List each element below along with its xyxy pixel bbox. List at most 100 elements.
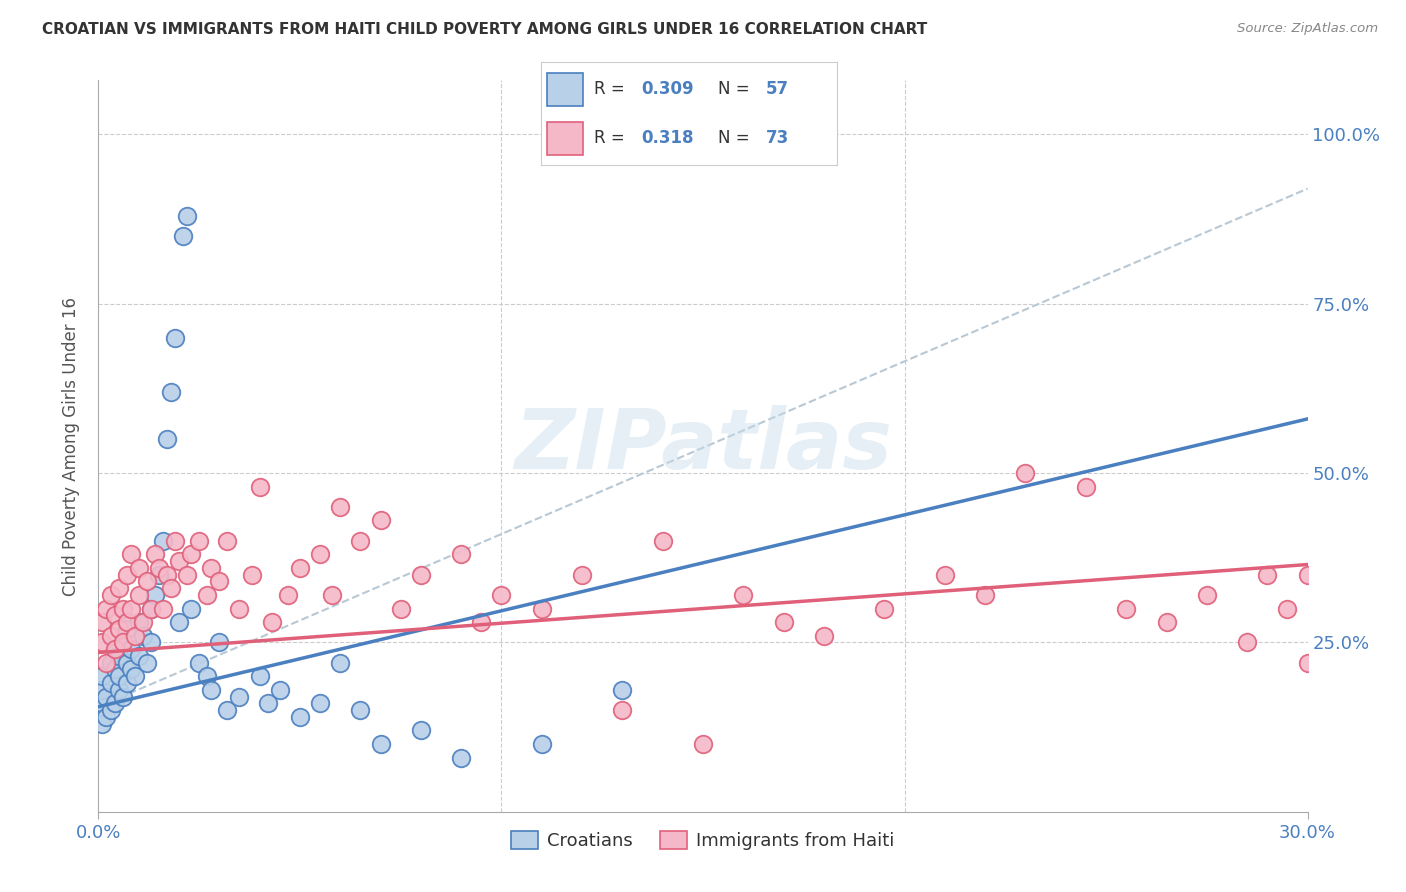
Point [111,635,134,649]
Point [91,697,114,711]
Legend: Croatians, Immigrants from Haiti: Croatians, Immigrants from Haiti [505,823,901,857]
Point [571,567,593,582]
Text: 57: 57 [766,80,789,98]
Point [128,588,150,602]
Point [188,533,211,548]
Point [124,669,146,683]
Point [103,642,125,657]
Point [115,656,138,670]
Point [188,656,211,670]
Point [813,629,835,643]
Point [100,588,122,602]
Point [132,629,155,643]
Point [128,615,150,629]
Point [91,635,114,649]
Point [1115,601,1137,615]
Point [612,682,634,697]
Point [111,635,134,649]
Point [152,601,174,615]
Point [148,561,170,575]
Text: R =: R = [595,129,630,147]
Point [120,642,142,657]
Point [135,656,157,670]
Point [107,622,129,636]
Point [111,601,134,615]
Point [288,561,311,575]
Point [135,574,157,589]
Point [180,547,202,561]
Point [195,669,218,683]
Text: Source: ZipAtlas.com: Source: ZipAtlas.com [1237,22,1378,36]
Point [180,601,202,615]
Point [256,697,278,711]
Point [1014,466,1036,480]
Point [172,229,194,244]
Point [450,547,472,561]
Point [321,588,343,602]
Point [228,601,250,615]
Point [148,567,170,582]
Point [1256,567,1278,582]
Point [389,601,412,615]
Point [124,629,146,643]
Point [96,710,118,724]
Point [96,601,118,615]
Point [277,588,299,602]
Point [1156,615,1178,629]
Point [107,648,129,663]
Point [208,574,231,589]
Text: 0.309: 0.309 [641,80,695,98]
Text: 73: 73 [766,129,789,147]
Point [612,703,634,717]
Point [91,615,114,629]
Point [329,656,352,670]
Point [103,697,125,711]
Point [309,697,332,711]
Point [349,533,371,548]
Text: R =: R = [595,80,630,98]
Point [208,635,231,649]
Point [1296,567,1319,582]
Point [1296,656,1319,670]
Point [651,533,673,548]
Text: N =: N = [718,80,755,98]
Point [115,567,138,582]
Point [163,533,186,548]
Point [167,554,190,568]
Point [200,682,222,697]
Point [103,608,125,623]
Point [156,432,179,446]
Point [107,682,129,697]
Point [269,682,291,697]
Point [91,682,114,697]
Point [1236,635,1258,649]
Point [152,533,174,548]
Text: CROATIAN VS IMMIGRANTS FROM HAITI CHILD POVERTY AMONG GIRLS UNDER 16 CORRELATION: CROATIAN VS IMMIGRANTS FROM HAITI CHILD … [42,22,928,37]
Point [530,737,553,751]
Point [530,601,553,615]
Text: 0.318: 0.318 [641,129,695,147]
Point [228,690,250,704]
Point [249,669,271,683]
Point [128,648,150,663]
Point [692,737,714,751]
Text: ZIPatlas: ZIPatlas [515,406,891,486]
Point [143,588,166,602]
Point [139,635,162,649]
Point [143,547,166,561]
Point [120,663,142,677]
Point [329,500,352,514]
Point [100,656,122,670]
Point [91,669,114,683]
Point [160,384,183,399]
Point [176,209,198,223]
Point [260,615,283,629]
Point [288,710,311,724]
Point [309,547,332,561]
Point [370,514,392,528]
Point [409,723,432,738]
Point [115,676,138,690]
Point [1277,601,1299,615]
Point [370,737,392,751]
Point [217,533,239,548]
